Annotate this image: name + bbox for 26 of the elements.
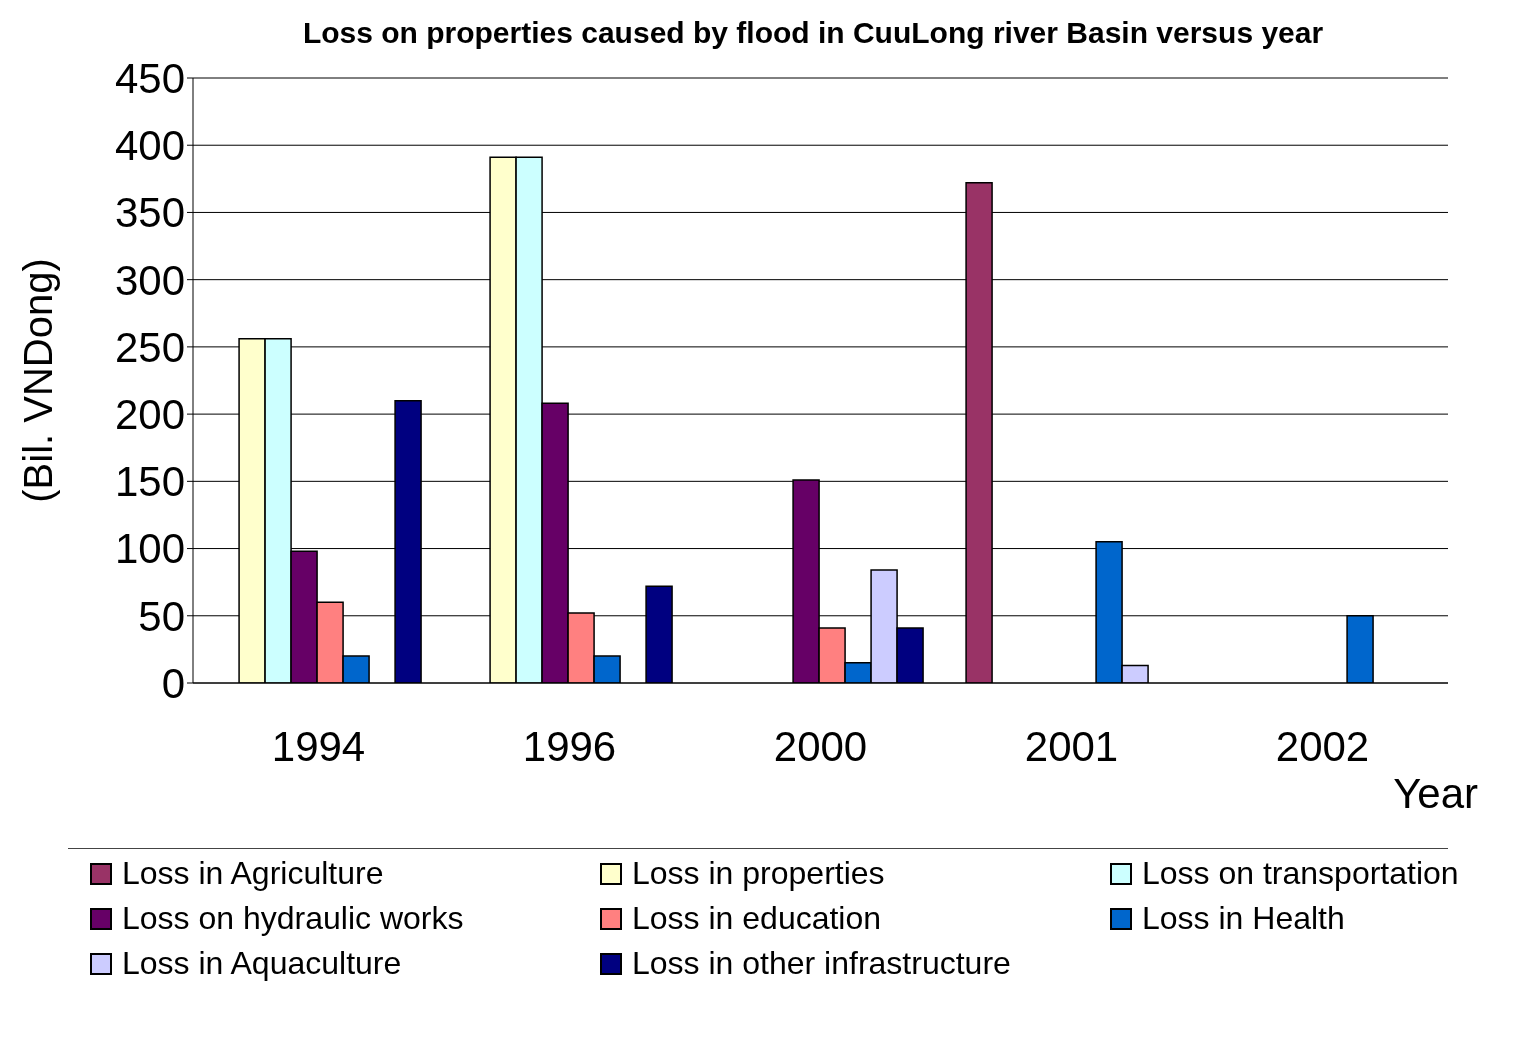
legend-label: Loss in Health (1142, 900, 1345, 937)
legend-label: Loss in other infrastructure (632, 945, 1011, 982)
x-tick-label: 1994 (271, 722, 366, 770)
legend-label: Loss on transportation (1142, 855, 1459, 892)
x-tick-label: 1996 (522, 722, 617, 770)
legend-label: Loss in Aquaculture (122, 945, 402, 982)
legend-label: Loss in properties (632, 855, 885, 892)
y-tick-label: 100 (114, 525, 185, 573)
x-tick-label: 2000 (773, 722, 868, 770)
y-tick-label: 200 (114, 391, 185, 439)
x-tick-label: 2002 (1275, 722, 1370, 770)
x-tick-label: 2001 (1024, 722, 1119, 770)
y-axis-title: (Bil. VNDong) (16, 258, 61, 503)
y-tick-label: 300 (114, 256, 185, 304)
y-tick-label: 0 (161, 659, 185, 707)
y-tick-label: 400 (114, 122, 185, 170)
legend-label: Loss in Agriculture (122, 855, 384, 892)
y-tick-label: 50 (138, 592, 185, 640)
legend-label: Loss in education (632, 900, 882, 937)
legend-label: Loss on hydraulic works (122, 900, 464, 937)
y-tick-label: 350 (114, 189, 185, 237)
y-tick-label: 250 (114, 323, 185, 371)
x-axis-title: Year (1393, 770, 1478, 817)
y-tick-label: 450 (114, 54, 185, 102)
chart-title: Loss on properties caused by flood in CuuLong river Basin versus year (301, 16, 1325, 50)
y-tick-label: 150 (114, 458, 185, 506)
